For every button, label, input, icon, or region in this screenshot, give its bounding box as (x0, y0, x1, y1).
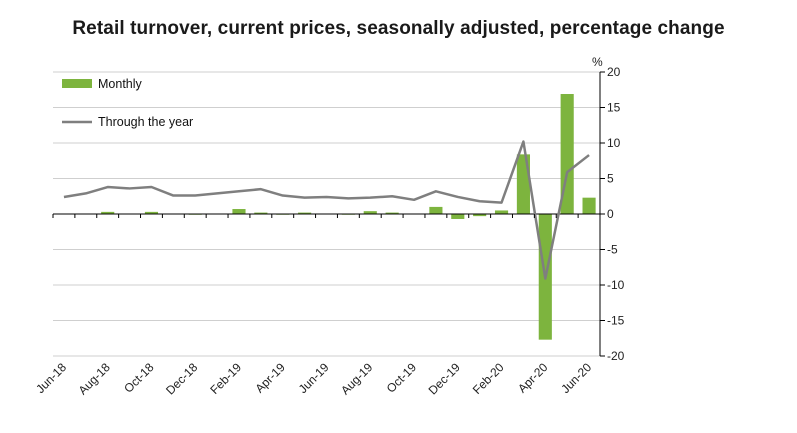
bar-May-19 (298, 212, 312, 214)
monthly-bars (57, 94, 596, 340)
x-tick-marks (52, 214, 601, 218)
y-tick-label: -5 (607, 243, 618, 257)
x-tick-label: Jun-20 (558, 360, 594, 396)
bar-Mar-19 (254, 212, 268, 214)
y-tick-label: 0 (607, 207, 614, 221)
y-tick-label: 15 (607, 101, 621, 115)
legend-monthly-swatch (62, 79, 92, 88)
legend-through-the-year-label: Through the year (98, 115, 193, 129)
bar-Feb-19 (232, 209, 246, 214)
x-tick-label: Oct-19 (384, 360, 420, 396)
x-tick-label: Aug-18 (76, 360, 113, 397)
bar-Jan-20 (473, 214, 487, 217)
y-tick-label: 20 (607, 65, 621, 79)
y-tick-label: -10 (607, 278, 625, 292)
x-tick-label: Apr-20 (515, 360, 551, 396)
bar-Nov-19 (429, 206, 443, 214)
bar-Oct-18 (144, 211, 159, 214)
bar-Jun-20 (582, 197, 596, 214)
y-tick-label: -20 (607, 349, 625, 363)
x-tick-label: Dec-19 (426, 360, 463, 397)
bar-Aug-18 (101, 211, 115, 214)
legend-monthly-label: Monthly (98, 77, 143, 91)
y-tick-label: 5 (607, 172, 614, 186)
x-tick-label: Dec-18 (163, 360, 200, 397)
x-tick-label: Aug-19 (338, 360, 375, 397)
legend: Monthly Through the year (62, 77, 193, 129)
x-tick-labels: Jun-18 Aug-18 Oct-18 Dec-18 Feb-19 Apr-19 Jun-… (33, 360, 594, 397)
y-axis-unit-label: % (592, 55, 603, 69)
x-tick-label: Jun-18 (33, 360, 69, 396)
x-tick-label: Oct-18 (121, 360, 157, 396)
y-tick-label: -15 (607, 314, 625, 328)
through-the-year-line (63, 140, 590, 280)
chart-title: Retail turnover, current prices, seasona… (72, 18, 725, 39)
y-tick-label: 10 (607, 136, 621, 150)
x-tick-label: Feb-19 (207, 360, 244, 397)
bar-Sep-19 (385, 212, 399, 214)
bar-Feb-20 (494, 210, 509, 214)
x-tick-label: Apr-19 (252, 360, 288, 396)
grid-lines (53, 71, 600, 357)
bar-Aug-19 (363, 211, 377, 214)
y-tick-marks (600, 71, 605, 357)
bar-Dec-19 (451, 214, 465, 219)
x-tick-label: Jun-19 (296, 360, 332, 396)
y-tick-labels: 20 15 10 5 0 -5 -10 -15 -20 (607, 65, 625, 363)
x-tick-label: Feb-20 (470, 360, 507, 397)
